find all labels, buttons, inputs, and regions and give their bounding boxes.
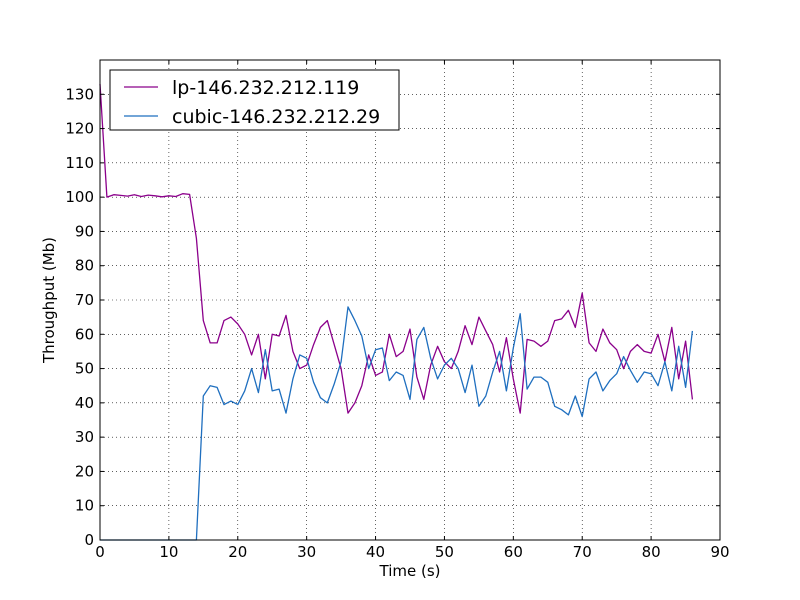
y-tick-label: 70 [75, 291, 94, 309]
x-tick-label: 30 [297, 543, 316, 561]
x-tick-label: 50 [435, 543, 454, 561]
y-tick-label: 110 [65, 154, 94, 172]
series-layer [99, 83, 694, 541]
x-tick-label: 20 [228, 543, 247, 561]
y-tick-label: 100 [65, 188, 94, 206]
legend-label-cubic: cubic-146.232.212.29 [172, 106, 380, 128]
y-tick-label: 90 [75, 222, 94, 240]
y-tick-label: 10 [75, 497, 94, 515]
x-tick-label: 70 [573, 543, 592, 561]
x-tick-label: 60 [504, 543, 523, 561]
y-tick-label: 50 [75, 360, 94, 378]
series-line-lp [99, 83, 694, 414]
axis-ticks: 0 10 20 30 40 50 60 70 80 90 0 10 20 30 40 50 60 70 80 90 10… [65, 60, 730, 561]
legend: lp-146.232.212.119 cubic-146.232.212.29 [109, 69, 400, 131]
legend-box [109, 69, 400, 131]
series-line-cubic [100, 306, 694, 541]
legend-label-lp: lp-146.232.212.119 [172, 77, 359, 99]
x-axis-label: Time (s) [379, 562, 441, 580]
y-tick-label: 20 [75, 462, 94, 480]
y-tick-label: 0 [84, 531, 94, 549]
y-tick-label: 40 [75, 394, 94, 412]
y-tick-label: 130 [65, 85, 94, 103]
x-tick-label: 10 [159, 543, 178, 561]
plot-frame [99, 59, 721, 541]
y-tick-label: 120 [65, 120, 94, 138]
y-tick-label: 30 [75, 428, 94, 446]
x-tick-label: 90 [710, 543, 729, 561]
x-tick-label: 40 [366, 543, 385, 561]
y-axis-label: Throughput (Mb) [40, 237, 58, 364]
y-tick-label: 60 [75, 325, 94, 343]
x-tick-label: 80 [642, 543, 661, 561]
x-tick-label: 0 [95, 543, 105, 561]
y-tick-label: 80 [75, 257, 94, 275]
